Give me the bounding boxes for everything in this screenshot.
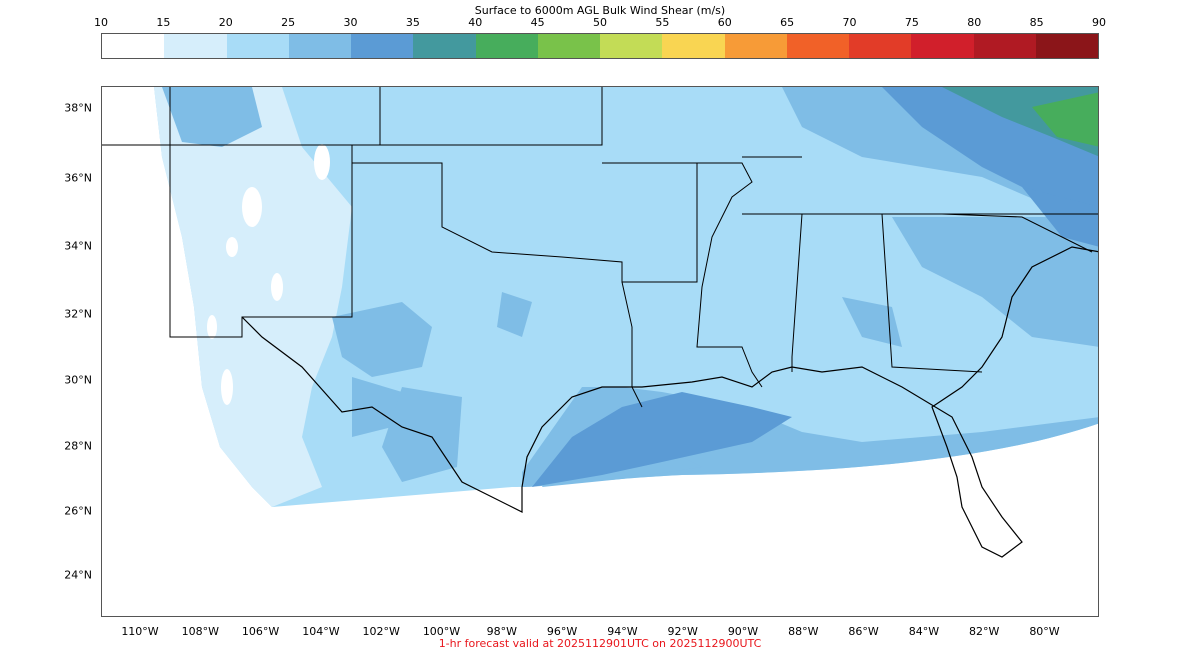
- colorbar-cell: [102, 34, 165, 58]
- colorbar-tick-label: 65: [780, 16, 795, 29]
- lon-tick-label: 94°W: [607, 625, 638, 638]
- colorbar-cell: [413, 34, 476, 58]
- colorbar-tick-label: 90: [1092, 16, 1106, 29]
- lat-tick-label: 36°N: [64, 171, 92, 185]
- lat-tick-label: 26°N: [64, 504, 92, 518]
- lon-tick-label: 96°W: [546, 625, 578, 638]
- colorbar-cell: [351, 34, 414, 58]
- lat-tick-label: 24°N: [64, 568, 92, 582]
- colorbar-tick-label: 15: [156, 16, 171, 29]
- lat-tick-label: 34°N: [64, 239, 92, 253]
- forecast-valid-text: 1-hr forecast valid at 2025112901UTC on …: [438, 637, 762, 650]
- colorbar-tick-label: 35: [405, 16, 420, 29]
- shear-field-northeast: [942, 87, 1098, 157]
- colorbar-cell: [662, 34, 725, 58]
- colorbar-cell: [475, 34, 538, 58]
- lon-tick-label: 92°W: [667, 625, 698, 638]
- lon-tick-label: 88°W: [788, 625, 819, 638]
- lon-tick-label: 110°W: [121, 625, 159, 638]
- lon-tick-label: 90°W: [727, 625, 759, 638]
- lat-tick-label: 32°N: [64, 307, 92, 321]
- lon-tick-label: 86°W: [848, 625, 879, 638]
- colorbar-tick-label: 70: [842, 16, 857, 29]
- colorbar-tick-label: 85: [1029, 16, 1044, 29]
- colorbar-cell: [288, 34, 351, 58]
- colorbar-tick-label: 20: [218, 16, 233, 29]
- lon-tick-label: 102°W: [362, 625, 400, 638]
- colorbar-cell: [786, 34, 849, 58]
- lat-tick-label: 30°N: [64, 373, 92, 387]
- colorbar-cell: [724, 34, 787, 58]
- lon-tick-label: 98°W: [486, 625, 517, 638]
- colorbar-cell: [164, 34, 227, 58]
- colorbar-tick-label: 30: [343, 16, 358, 29]
- colorbar-cell: [537, 34, 600, 58]
- coastline: [241, 246, 1098, 558]
- lon-tick-label: 100°W: [422, 625, 461, 638]
- colorbar-tick-label: 10: [94, 16, 108, 29]
- lon-tick-label: 80°W: [1029, 625, 1060, 638]
- lat-tick-label: 38°N: [64, 101, 92, 115]
- colorbar-tick-label: 45: [530, 16, 545, 29]
- colorbar-tick-label: 75: [904, 16, 919, 29]
- map-frame: [101, 86, 1099, 617]
- lon-tick-label: 108°W: [181, 625, 219, 638]
- lon-tick-label: 106°W: [241, 625, 280, 638]
- shear-field-specks: [207, 144, 330, 405]
- colorbar-tick-label: 25: [281, 16, 296, 29]
- lat-tick-label: 28°N: [64, 439, 92, 453]
- colorbar-tick-label: 40: [468, 16, 483, 29]
- colorbar-tick-label: 50: [593, 16, 607, 29]
- colorbar: [101, 33, 1099, 59]
- shear-field-west-low: [154, 87, 352, 507]
- colorbar-tick-label: 60: [717, 16, 732, 29]
- colorbar-tick-label: 55: [655, 16, 670, 29]
- colorbar-cell: [849, 34, 912, 58]
- colorbar-title: Surface to 6000m AGL Bulk Wind Shear (m/…: [474, 4, 726, 17]
- colorbar-tick-label: 80: [967, 16, 982, 29]
- colorbar-cell: [600, 34, 663, 58]
- lon-tick-label: 84°W: [908, 625, 940, 638]
- colorbar-cell: [973, 34, 1036, 58]
- colorbar-cell: [911, 34, 974, 58]
- colorbar-cell: [1035, 34, 1098, 58]
- lon-tick-label: 104°W: [302, 625, 340, 638]
- shear-map: [102, 87, 1098, 558]
- lon-tick-label: 82°W: [969, 625, 1000, 638]
- colorbar-cell: [226, 34, 289, 58]
